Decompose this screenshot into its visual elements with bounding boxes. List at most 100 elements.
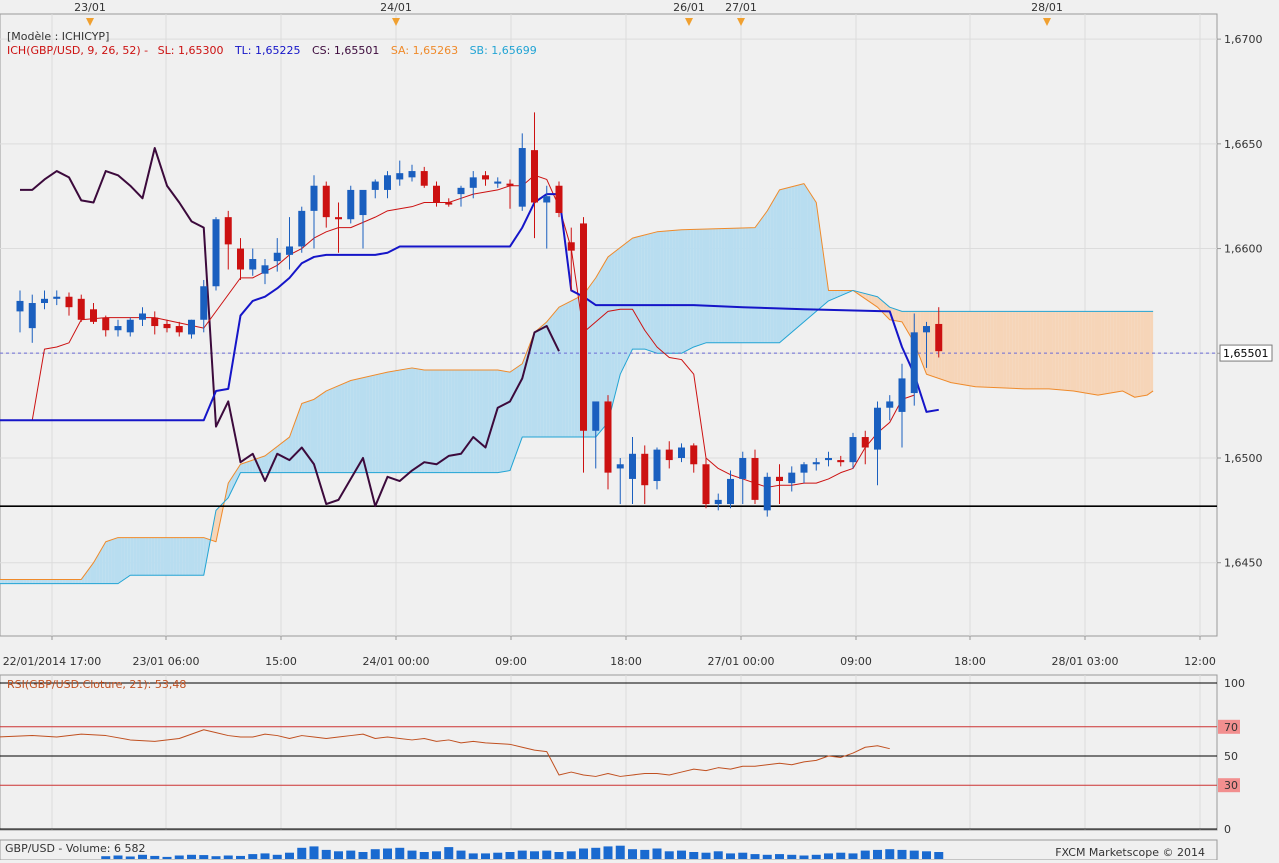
cloud-segment bbox=[614, 249, 618, 399]
cloud-segment bbox=[1045, 311, 1049, 389]
cloud-segment bbox=[724, 228, 728, 343]
tenkan-line bbox=[20, 174, 915, 488]
cloud-segment bbox=[1150, 311, 1154, 394]
volume-bar bbox=[811, 854, 821, 859]
cloud-segment bbox=[81, 575, 85, 584]
cloud-segment bbox=[715, 228, 719, 343]
cloud-segment bbox=[191, 537, 195, 576]
candle-body bbox=[482, 175, 489, 180]
cloud-segment bbox=[13, 579, 17, 584]
candle-body bbox=[531, 150, 538, 203]
cloud-segment bbox=[598, 267, 602, 434]
volume-bar bbox=[909, 850, 919, 859]
cloud-segment bbox=[537, 327, 541, 438]
cloud-segment bbox=[804, 183, 808, 322]
volume-bar bbox=[481, 853, 490, 859]
cloud-segment bbox=[1052, 311, 1056, 390]
cloud-segment bbox=[519, 363, 523, 446]
candle-body bbox=[139, 313, 146, 320]
cloud-segment bbox=[589, 282, 593, 438]
volume-bar bbox=[579, 848, 588, 859]
cloud-segment bbox=[555, 307, 559, 438]
volume-bar bbox=[824, 853, 833, 859]
volume-bar bbox=[615, 845, 625, 859]
cloud-segment bbox=[10, 579, 14, 584]
cloud-segment bbox=[822, 246, 826, 307]
cloud-segment bbox=[559, 305, 563, 438]
candle-body bbox=[788, 472, 796, 484]
candle-body bbox=[702, 464, 710, 505]
cloud-segment bbox=[102, 541, 106, 584]
cloud-segment bbox=[767, 205, 771, 343]
candle-body bbox=[175, 326, 183, 333]
cloud-segment bbox=[1134, 311, 1138, 398]
cloud-segment bbox=[650, 232, 654, 353]
cloud-segment bbox=[114, 537, 118, 584]
candle-body bbox=[408, 171, 416, 178]
time-axis-label: 28/01 03:00 bbox=[1052, 655, 1119, 668]
current-price-label: 1,65501 bbox=[1223, 347, 1269, 360]
candle-body bbox=[16, 300, 24, 312]
volume-bar bbox=[419, 852, 429, 859]
cloud-segment bbox=[595, 272, 599, 438]
cloud-segment bbox=[243, 462, 247, 473]
day-marker-icon[interactable] bbox=[685, 18, 693, 26]
cloud-segment bbox=[176, 537, 180, 576]
cloud-segment bbox=[510, 370, 514, 471]
cloud-segment bbox=[549, 314, 553, 438]
cloud-segment bbox=[476, 370, 480, 473]
cloud-segment bbox=[35, 579, 39, 584]
rsi-panel[interactable] bbox=[0, 674, 1218, 831]
cloud-segment bbox=[59, 579, 63, 584]
cloud-segment bbox=[902, 311, 906, 328]
volume-bar bbox=[272, 854, 282, 859]
cloud-segment bbox=[1006, 311, 1010, 389]
cloud-segment bbox=[344, 381, 348, 473]
cloud-segment bbox=[41, 579, 45, 584]
cloud-segment bbox=[641, 234, 645, 350]
cloud-segment bbox=[427, 370, 431, 473]
volume-bar bbox=[321, 849, 331, 859]
cloud-segment bbox=[721, 228, 725, 343]
cloud-segment bbox=[917, 311, 921, 359]
day-marker-icon[interactable] bbox=[737, 18, 745, 26]
cloud-segment bbox=[433, 370, 437, 473]
time-axis-label: 09:00 bbox=[495, 655, 527, 668]
cloud-segment bbox=[464, 370, 468, 473]
cloud-segment bbox=[788, 186, 792, 335]
day-marker-icon[interactable] bbox=[1043, 18, 1051, 26]
cloud-segment bbox=[341, 383, 345, 473]
day-marker-icon[interactable] bbox=[392, 18, 400, 26]
cloud-segment bbox=[785, 187, 789, 338]
cloud-segment bbox=[675, 229, 679, 354]
cloud-segment bbox=[145, 537, 149, 576]
cloud-segment bbox=[87, 566, 91, 584]
cloud-segment bbox=[1042, 311, 1046, 389]
cloud-segment bbox=[568, 300, 572, 438]
cloud-segment bbox=[1033, 311, 1037, 389]
candle-body bbox=[580, 223, 587, 431]
cloud-segment bbox=[405, 368, 409, 473]
cloud-segment bbox=[277, 444, 281, 473]
cloud-segment bbox=[96, 552, 100, 584]
cloud-segment bbox=[194, 537, 198, 576]
candle-body bbox=[690, 445, 698, 465]
cloud-segment bbox=[669, 230, 673, 354]
day-marker-icon[interactable] bbox=[86, 18, 94, 26]
candle-body bbox=[396, 173, 404, 180]
candle-body bbox=[335, 217, 342, 220]
time-axis-label: 15:00 bbox=[265, 655, 297, 668]
volume-bar bbox=[701, 852, 711, 859]
cloud-segment bbox=[78, 579, 82, 584]
cloud-segment bbox=[837, 290, 841, 297]
volume-bar bbox=[873, 849, 882, 859]
candle-body bbox=[641, 453, 649, 486]
cloud-segment bbox=[350, 379, 354, 473]
cloud-segment bbox=[647, 233, 651, 352]
candle-body bbox=[347, 189, 355, 220]
cloud-segment bbox=[320, 393, 324, 473]
cloud-segment bbox=[265, 453, 269, 473]
cloud-segment bbox=[629, 238, 633, 356]
cloud-segment bbox=[479, 370, 483, 473]
cloud-segment bbox=[1125, 311, 1129, 395]
